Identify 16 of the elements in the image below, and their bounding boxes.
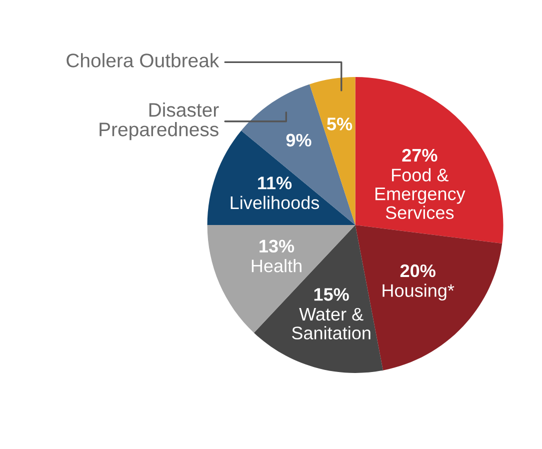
slice-label: Disaster Preparedness (100, 102, 219, 140)
pie-slice (355, 76, 504, 244)
slice-label: Food & Emergency Services (375, 168, 466, 220)
slice-label: Livelihoods (230, 196, 320, 210)
slice-label: Cholera Outbreak (66, 53, 220, 68)
data-label: 9% (286, 134, 312, 147)
data-label: 13% (260, 240, 294, 253)
data-label: 5% (327, 118, 352, 130)
data-label: 11% (258, 176, 292, 190)
slice-label: Housing* (382, 284, 454, 301)
data-label: 27% (402, 148, 438, 162)
slice-label: Water & Sanitation (292, 308, 370, 340)
data-label: 20% (400, 264, 436, 278)
slice-label: Health (252, 259, 302, 272)
data-label: 15% (314, 288, 349, 301)
pie-slice (254, 224, 384, 373)
